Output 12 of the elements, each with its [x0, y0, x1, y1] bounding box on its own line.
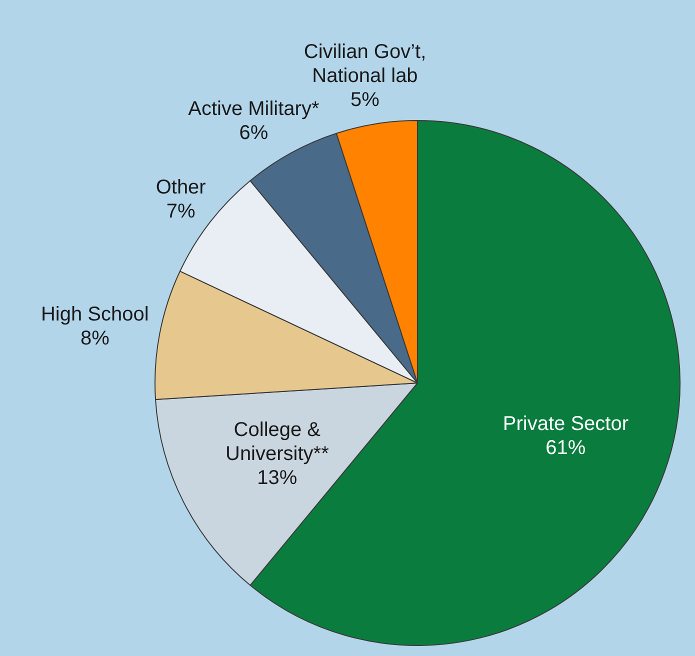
data-label: 5%	[350, 88, 380, 111]
data-label: 61%	[546, 436, 586, 459]
slice-label: Civilian Gov’t, National lab	[304, 40, 426, 87]
data-label: 6%	[239, 122, 268, 144]
data-label: 7%	[166, 200, 196, 223]
slice-label: Active Military*	[188, 98, 320, 120]
slice-label: High School	[40, 304, 149, 326]
slice-label: Private Sector	[502, 412, 629, 435]
slice-label: College & University**	[225, 419, 330, 466]
data-label: 13%	[257, 467, 298, 490]
slice-label: Other	[156, 176, 206, 199]
data-label: 8%	[80, 328, 110, 350]
